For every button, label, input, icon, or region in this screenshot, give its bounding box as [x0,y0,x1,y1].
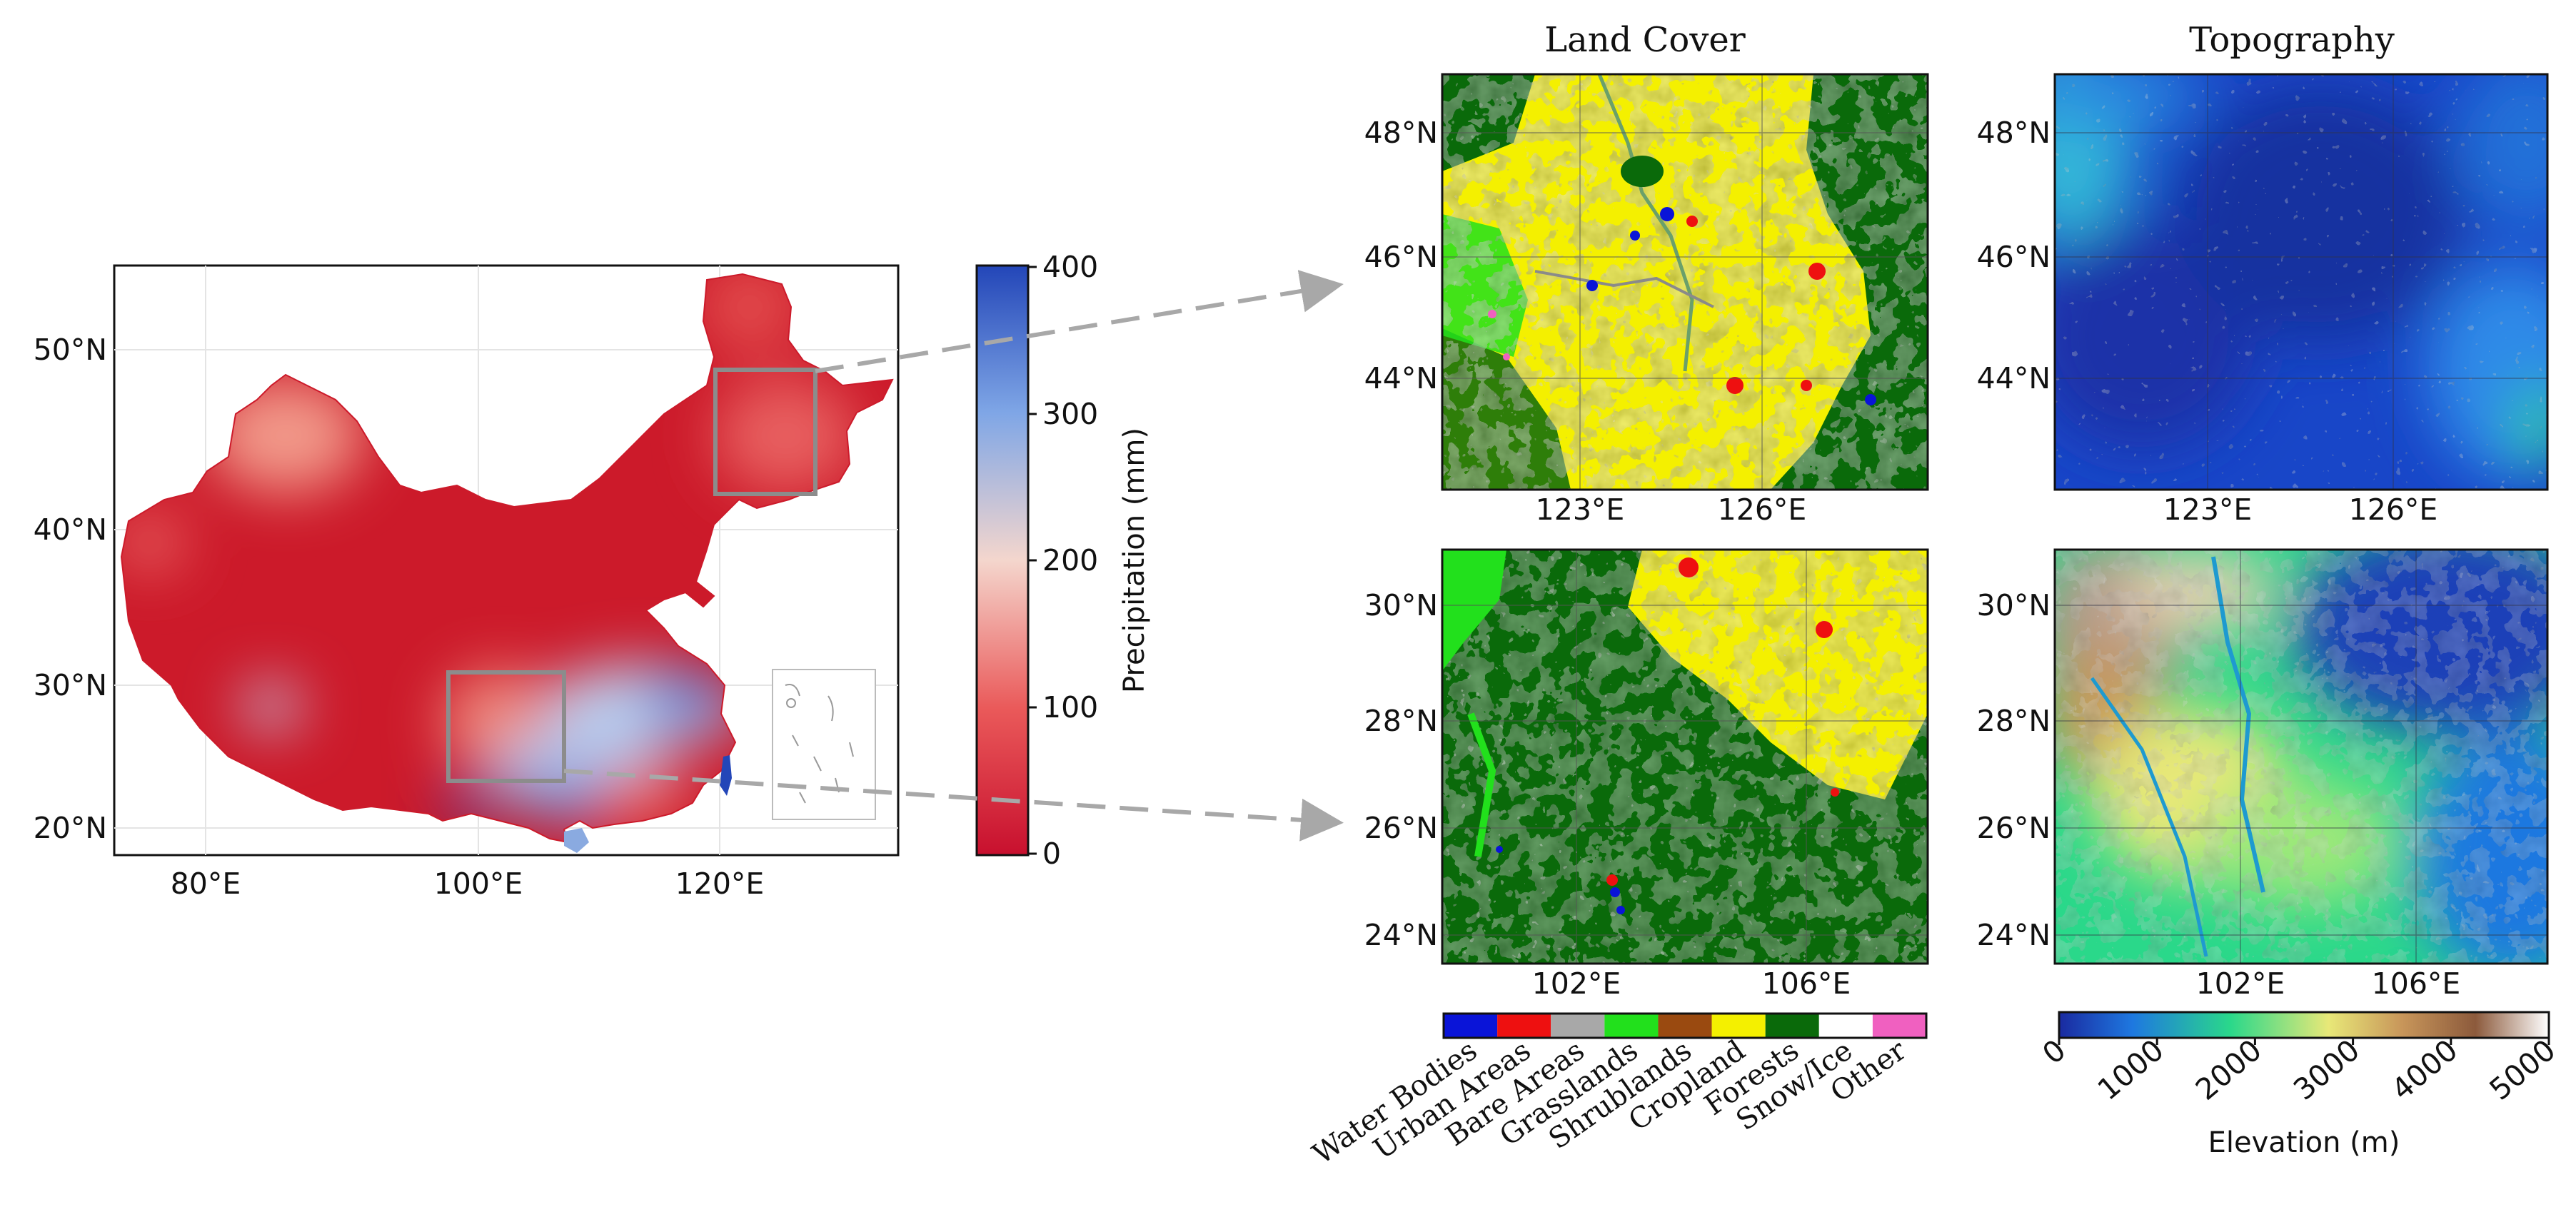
elevation-colorbar-label: Elevation (m) [2208,1126,2400,1159]
elevation-tick-label: 1000 [2091,1033,2170,1107]
precipitation-colorbar-ticks: 400 300 200 100 0 [1042,250,1098,871]
elevation-tick-label: 3000 [2287,1033,2366,1107]
ne-tp-x-ticks: 123°E 126°E [2163,493,2438,527]
legend-swatch-shrublands [1658,1014,1712,1038]
legend-swatch-snow-ice [1818,1014,1873,1038]
land-cover-title: Land Cover [1544,20,1746,60]
elevation-tick-label: 5000 [2483,1033,2562,1107]
sw-lc-y-tick: 24°N [1364,918,1438,952]
ne-lc-y-tick: 44°N [1364,361,1438,395]
ne-tp-x-tick: 123°E [2163,493,2253,527]
taiwan-island [720,755,732,796]
elevation-colorbar-ticks: 0 1000 2000 3000 4000 5000 [2036,1033,2562,1107]
southwest-zoom-box [446,670,566,783]
main-y-tick: 30°N [34,668,107,702]
sw-lc-y-tick: 26°N [1364,811,1438,845]
main-x-tick: 80°E [171,867,241,901]
ne-lc-x-tick: 123°E [1536,493,1625,527]
main-x-tick: 120°E [675,867,765,901]
precipitation-colorbar-label: Precipitation (mm) [1118,428,1151,693]
ne-lc-x-tick: 126°E [1718,493,1807,527]
elevation-colorbar: 0 1000 2000 3000 4000 5000 Elevation (m) [2036,1011,2562,1159]
ne-lc-x-ticks: 123°E 126°E [1536,493,1807,527]
ne-tp-y-tick: 48°N [1977,116,2051,150]
precip-tick: 400 [1042,250,1098,284]
topography-title: Topography [2189,20,2395,60]
sw-tp-y-tick: 28°N [1977,704,2051,738]
ne-tp-y-ticks: 48°N 46°N 44°N [1977,116,2051,395]
elevation-tick-label: 4000 [2385,1033,2464,1107]
legend-swatch-water-bodies [1444,1014,1498,1038]
sw-tp-y-ticks: 30°N 28°N 26°N 24°N [1977,588,2051,952]
ne-lc-y-ticks: 48°N 46°N 44°N [1364,116,1438,395]
main-y-tick: 50°N [34,333,107,367]
china-outline [120,273,894,844]
main-x-tick: 100°E [434,867,523,901]
main-map-y-ticks: 50°N 40°N 30°N 20°N [34,333,107,845]
precip-tick: 0 [1042,837,1061,871]
ne-lc-y-tick: 48°N [1364,116,1438,150]
sw-lc-x-tick: 102°E [1532,966,1621,1001]
elevation-colorbar-gradient [2058,1011,2550,1039]
main-map-x-ticks: 80°E 100°E 120°E [171,867,765,901]
legend-swatch-cropland [1711,1014,1766,1038]
sw-lc-y-ticks: 30°N 28°N 26°N 24°N [1364,588,1438,952]
ne-tp-y-tick: 46°N [1977,240,2051,274]
zoom-arrows [563,270,1344,842]
northeast-arrow [815,270,1344,373]
precip-tick: 300 [1042,397,1098,431]
ne-tp-y-tick: 44°N [1977,361,2051,395]
legend-frame [1442,1012,1928,1039]
main-precipitation-map: 80°E 100°E 120°E 50°N 40°N 30°N 20°N [34,264,900,901]
sw-tp-x-ticks: 102°E 106°E [2196,966,2461,1001]
ne-tp-x-tick: 126°E [2349,493,2438,527]
legend-swatch-urban-areas [1497,1014,1551,1038]
legend-swatch-bare-areas [1551,1014,1605,1038]
sw-lc-y-tick: 28°N [1364,704,1438,738]
sw-tp-x-tick: 102°E [2196,966,2285,1001]
legend-swatch-other [1872,1014,1926,1038]
main-y-tick: 20°N [34,811,107,845]
sw-tp-y-tick: 30°N [1977,588,2051,622]
sw-lc-y-tick: 30°N [1364,588,1438,622]
legend-swatch-grasslands [1604,1014,1659,1038]
land-cover-northeast-panel: 48°N 46°N 44°N 123°E 126°E [1364,73,1929,527]
south-china-sea-inset [772,669,876,820]
sw-lc-x-ticks: 102°E 106°E [1532,966,1851,1001]
ne-lc-y-tick: 46°N [1364,240,1438,274]
land-cover-southwest-panel: 30°N 28°N 26°N 24°N 102°E 106°E [1364,548,1929,1001]
precipitation-colorbar: 400 300 200 100 0 Precipitation (mm) [975,250,1151,871]
northeast-zoom-box [713,368,817,496]
elevation-tick-label: 2000 [2189,1033,2268,1107]
precip-tick: 200 [1042,543,1098,577]
sw-tp-y-tick: 26°N [1977,811,2051,845]
southwest-arrow [563,769,1344,842]
sw-tp-y-tick: 24°N [1977,918,2051,952]
topography-northeast-panel: 48°N 46°N 44°N 123°E 126°E [1977,73,2549,527]
precipitation-colorbar-gradient [975,264,1030,857]
sw-lc-x-tick: 106°E [1762,966,1851,1001]
topography-southwest-panel: 30°N 28°N 26°N 24°N 102°E 106°E [1977,548,2549,1001]
precip-tick: 100 [1042,690,1098,724]
legend-swatch-forests [1765,1014,1819,1038]
main-y-tick: 40°N [34,512,107,547]
sw-tp-x-tick: 106°E [2372,966,2461,1001]
hainan-island [564,828,589,853]
